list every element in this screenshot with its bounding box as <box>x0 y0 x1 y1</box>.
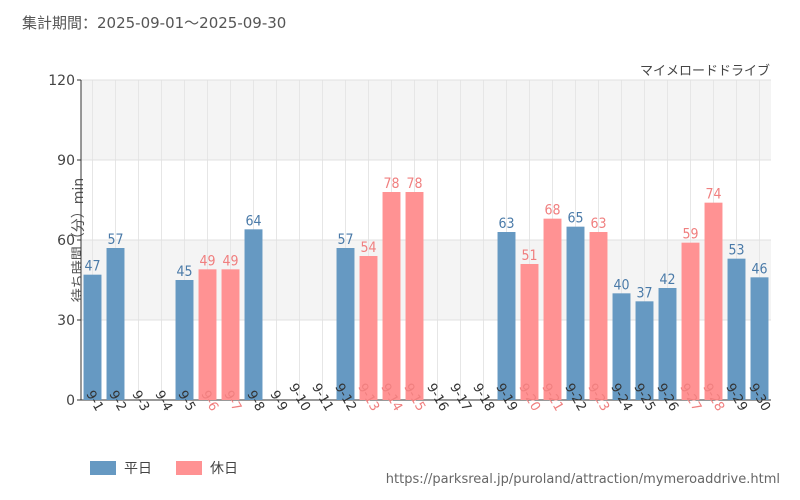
x-tick-label: 9-9 <box>266 388 290 414</box>
bar-9-20 <box>520 264 539 400</box>
x-tick-label: 9-19 <box>492 381 520 414</box>
x-tick-label: 9-10 <box>285 381 313 414</box>
legend-weekday: 平日 <box>90 458 152 478</box>
bar-value-label: 59 <box>682 227 698 243</box>
bar-9-23 <box>589 232 608 400</box>
x-tick-label: 9-22 <box>561 381 589 414</box>
x-tick-label: 9-25 <box>630 381 658 414</box>
bar-9-1 <box>83 274 102 400</box>
x-tick-label: 9-24 <box>607 381 635 414</box>
y-tick-label: 30 <box>57 313 75 329</box>
bar-value-label: 47 <box>84 259 100 275</box>
bar-value-label: 65 <box>567 211 583 227</box>
x-tick-label: 9-29 <box>722 381 750 414</box>
bar-value-label: 78 <box>406 176 422 192</box>
bar-9-8 <box>244 229 263 400</box>
bar-value-label: 49 <box>199 253 215 269</box>
bar-9-30 <box>750 277 769 400</box>
bar-value-label: 46 <box>751 261 767 277</box>
legend: 平日 休日 <box>90 458 238 478</box>
x-tick-label: 9-27 <box>676 381 704 414</box>
x-tick-label: 9-11 <box>308 381 336 414</box>
bar-value-label: 37 <box>636 285 652 301</box>
x-tick-label: 9-20 <box>515 381 543 414</box>
x-tick-label: 9-15 <box>400 381 428 414</box>
bar-9-12 <box>336 248 355 400</box>
source-url: https://parksreal.jp/puroland/attraction… <box>385 472 780 487</box>
x-tick-label: 9-13 <box>354 381 382 414</box>
bar-9-7 <box>221 269 240 400</box>
bar-9-5 <box>175 280 194 400</box>
x-tick-label: 9-18 <box>469 381 497 414</box>
x-tick-label: 9-28 <box>699 381 727 414</box>
bar-9-26 <box>658 288 677 400</box>
bar-value-label: 53 <box>728 243 744 259</box>
bar-9-6 <box>198 269 217 400</box>
x-tick-label: 9-12 <box>331 381 359 414</box>
bar-9-28 <box>704 202 723 400</box>
bar-value-label: 57 <box>337 232 353 248</box>
bar-9-13 <box>359 256 378 400</box>
period-label: 集計期間：2025-09-01〜2025-09-30 <box>22 14 287 32</box>
x-tick-label: 9-4 <box>151 388 175 414</box>
legend-holiday-swatch <box>176 461 202 475</box>
bar-value-label: 57 <box>107 232 123 248</box>
bar-value-label: 54 <box>360 240 376 256</box>
bar-value-label: 74 <box>705 187 721 203</box>
bar-9-27 <box>681 242 700 400</box>
grid-band <box>81 240 771 320</box>
x-tick-label: 9-16 <box>423 381 451 414</box>
bar-value-label: 63 <box>590 216 606 232</box>
bar-value-label: 78 <box>383 176 399 192</box>
x-tick-label: 9-30 <box>745 381 773 414</box>
bar-9-21 <box>543 218 562 400</box>
bar-value-label: 64 <box>245 213 261 229</box>
legend-weekday-swatch <box>90 461 116 475</box>
x-tick-label: 9-14 <box>377 381 405 414</box>
bar-value-label: 45 <box>176 264 192 280</box>
x-tick-label: 9-17 <box>446 381 474 414</box>
legend-holiday-label: 休日 <box>210 461 238 477</box>
y-tick-label: 60 <box>57 233 75 249</box>
bar-value-label: 68 <box>544 203 560 219</box>
bar-value-label: 49 <box>222 253 238 269</box>
bar-9-19 <box>497 232 516 400</box>
bar-9-14 <box>382 192 401 400</box>
bar-9-15 <box>405 192 424 400</box>
bar-value-label: 51 <box>521 248 537 264</box>
bar-9-22 <box>566 226 585 400</box>
bar-9-24 <box>612 293 631 400</box>
grid-band <box>81 80 771 160</box>
bar-value-label: 40 <box>613 277 629 293</box>
bar-9-25 <box>635 301 654 400</box>
legend-weekday-label: 平日 <box>124 461 152 477</box>
y-tick-label: 90 <box>57 153 75 169</box>
bar-9-2 <box>106 248 125 400</box>
x-tick-label: 9-26 <box>653 381 681 414</box>
x-tick-label: 9-23 <box>584 381 612 414</box>
x-tick-label: 9-21 <box>538 381 566 414</box>
bar-value-label: 63 <box>498 216 514 232</box>
legend-holiday: 休日 <box>176 458 238 478</box>
y-tick-label: 120 <box>48 73 75 89</box>
bar-value-label: 42 <box>659 272 675 288</box>
wait-time-chart: 47 57 45 49 49 64 57 54 78 78 63 51 68 65 63 40 37 42 59 74… <box>48 73 773 414</box>
bar-9-29 <box>727 258 746 400</box>
y-tick-label: 0 <box>66 393 75 409</box>
x-tick-label: 9-3 <box>128 388 152 414</box>
attraction-name: マイメロードドライブ <box>639 64 770 79</box>
